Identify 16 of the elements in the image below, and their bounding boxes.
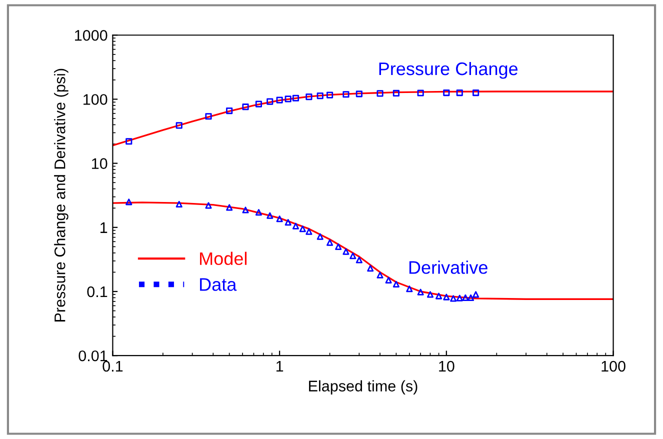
annotation: Pressure Change xyxy=(379,62,518,79)
y-tick-label: 10 xyxy=(92,158,108,169)
x-tick-label: 0.1 xyxy=(102,360,123,372)
y-tick-label: 100 xyxy=(84,94,108,105)
y-axis-title: Pressure Change and Derivative (psi) xyxy=(54,68,68,322)
x-tick-label: 10 xyxy=(439,360,454,372)
legend-label: Data xyxy=(200,278,237,291)
x-tick-label: 1 xyxy=(276,361,284,372)
x-tick-label: 100 xyxy=(602,360,626,372)
y-tick-label: 0.01 xyxy=(78,350,108,362)
annotation: Derivative xyxy=(409,260,488,274)
legend-label: Model xyxy=(200,252,247,266)
y-tick-label: 0.1 xyxy=(87,286,108,298)
x-axis-title: Elapsed time (s) xyxy=(309,380,418,394)
y-tick-label: 1000 xyxy=(75,30,108,41)
y-tick-label: 1 xyxy=(100,222,108,233)
